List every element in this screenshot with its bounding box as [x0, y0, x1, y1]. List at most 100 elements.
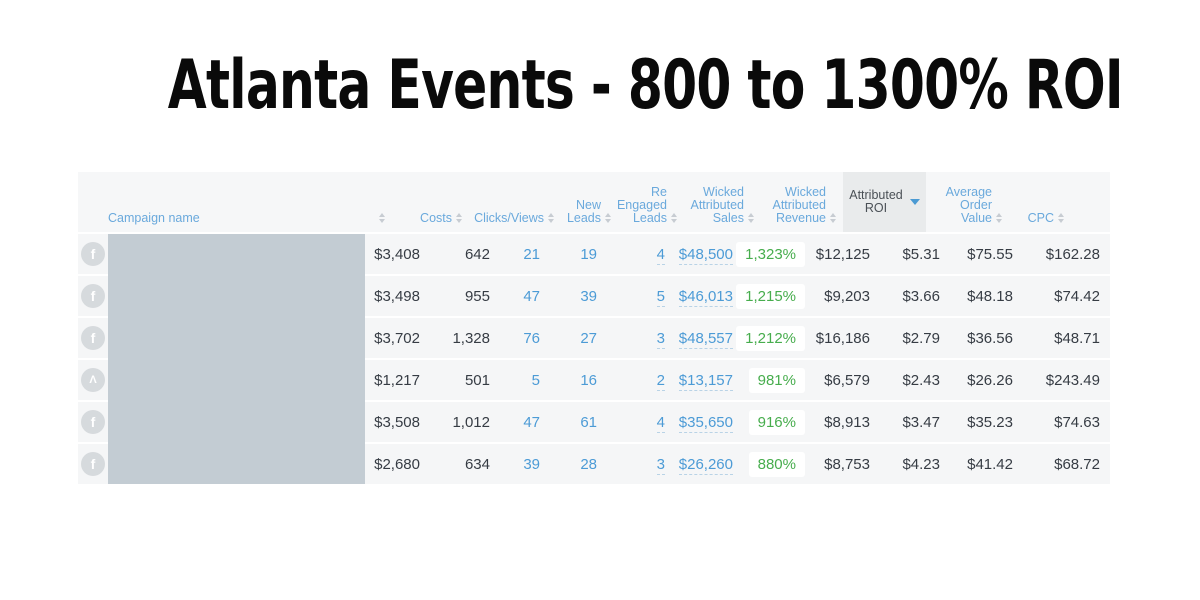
facebook-icon: f [81, 452, 105, 476]
sort-icon[interactable] [548, 213, 554, 223]
facebook-icon: f [81, 326, 105, 350]
re-engaged-leads-cell[interactable]: 28 [580, 455, 597, 473]
metric-cell: $8,753 [824, 455, 870, 473]
column-header-label: Clicks/Views [474, 211, 544, 225]
column-header-label: Re Engaged Leads [616, 185, 667, 225]
metric-cell: $2.43 [902, 371, 940, 389]
metric-cell: $3.66 [902, 287, 940, 305]
metric-cell: $162.28 [1045, 245, 1100, 263]
ad-platform-caret-icon: Λ [81, 368, 105, 392]
clicks-views-cell: 642 [464, 245, 490, 263]
chevron-down-icon[interactable] [909, 199, 920, 205]
sales-count-cell[interactable]: 4 [656, 413, 665, 433]
re-engaged-leads-cell[interactable]: 61 [580, 413, 597, 431]
redacted-campaign-names [108, 234, 365, 484]
column-header-label: Attributed ROI [849, 188, 903, 215]
costs-cell: $3,498 [374, 287, 420, 305]
column-header-new-leads[interactable]: New Leads [567, 199, 611, 225]
metric-cell: $2.79 [902, 329, 940, 347]
source-icon-cell: f [78, 326, 108, 350]
column-header-label: CPC [1027, 211, 1054, 225]
column-header-label: Campaign name [108, 211, 200, 225]
sales-count-cell[interactable]: 3 [656, 329, 665, 349]
costs-cell: $1,217 [374, 371, 420, 389]
sort-icon[interactable] [456, 213, 462, 223]
clicks-views-cell: 1,328 [452, 329, 490, 347]
metric-cell: $74.42 [1054, 287, 1100, 305]
sort-icon[interactable] [830, 213, 836, 223]
roi-badge: 916% [748, 409, 805, 435]
new-leads-cell[interactable]: 47 [523, 287, 540, 305]
metric-cell: $6,579 [824, 371, 870, 389]
attributed-sales-cell[interactable]: $35,650 [678, 413, 733, 433]
clicks-views-cell: 1,012 [452, 413, 490, 431]
attributed-sales-cell[interactable]: $48,500 [678, 245, 733, 265]
column-header-label: New Leads [566, 198, 601, 225]
column-header-wicked-attributed-sales[interactable]: Wicked Attributed Sales [690, 186, 754, 225]
sort-icon[interactable] [1058, 213, 1064, 223]
metric-cell: $3.47 [902, 413, 940, 431]
metric-cell: $41.42 [967, 455, 1013, 473]
metric-cell: $16,186 [815, 329, 870, 347]
column-header-average-order-value[interactable]: Average Order Value [946, 186, 1002, 225]
attributed-sales-cell[interactable]: $26,260 [678, 455, 733, 475]
sort-icon[interactable] [671, 213, 677, 223]
column-header-re-engaged-leads[interactable]: Re Engaged Leads [617, 186, 677, 225]
re-engaged-leads-cell[interactable]: 16 [580, 371, 597, 389]
sort-icon[interactable] [379, 213, 385, 223]
new-leads-cell[interactable]: 5 [531, 371, 540, 389]
new-leads-cell[interactable]: 47 [523, 413, 540, 431]
metric-cell: $68.72 [1054, 455, 1100, 473]
re-engaged-leads-cell[interactable]: 19 [580, 245, 597, 263]
column-header-label: Costs [420, 211, 452, 225]
metric-cell: $8,913 [824, 413, 870, 431]
facebook-icon: f [81, 242, 105, 266]
metric-cell: $26.26 [967, 371, 1013, 389]
column-header-campaign-name[interactable]: Campaign name [108, 212, 200, 225]
roi-badge: 1,212% [736, 325, 805, 351]
re-engaged-leads-cell[interactable]: 27 [580, 329, 597, 347]
roi-badge: 880% [748, 451, 805, 477]
table-header-row: Campaign name Costs Clicks/Views New Lea… [78, 172, 1110, 234]
costs-cell: $3,702 [374, 329, 420, 347]
attributed-roi-cell: 916% [733, 409, 805, 435]
facebook-icon: f [81, 410, 105, 434]
sales-count-cell[interactable]: 5 [656, 287, 665, 307]
campaign-table: Campaign name Costs Clicks/Views New Lea… [78, 172, 1110, 486]
source-icon-cell: f [78, 284, 108, 308]
source-icon-cell: f [78, 242, 108, 266]
sort-icon[interactable] [605, 213, 611, 223]
sales-count-cell[interactable]: 3 [656, 455, 665, 475]
column-header-label: Wicked Attributed Sales [690, 185, 744, 225]
sort-icon[interactable] [996, 213, 1002, 223]
re-engaged-leads-cell[interactable]: 39 [580, 287, 597, 305]
attributed-sales-cell[interactable]: $48,557 [678, 329, 733, 349]
column-header-label: Wicked Attributed Revenue [772, 185, 826, 225]
clicks-views-cell: 501 [464, 371, 490, 389]
attributed-sales-cell[interactable]: $13,157 [678, 371, 733, 391]
costs-cell: $3,508 [374, 413, 420, 431]
column-header-wicked-attributed-revenue[interactable]: Wicked Attributed Revenue [772, 186, 836, 225]
new-leads-cell[interactable]: 21 [523, 245, 540, 263]
roi-badge: 1,323% [736, 241, 805, 267]
metric-cell: $48.71 [1054, 329, 1100, 347]
sales-count-cell[interactable]: 2 [656, 371, 665, 391]
attributed-sales-cell[interactable]: $46,013 [678, 287, 733, 307]
column-header-cpc[interactable]: CPC [1028, 212, 1064, 225]
roi-badge: 981% [748, 367, 805, 393]
column-header-clicks-views[interactable]: Clicks/Views [474, 212, 554, 225]
new-leads-cell[interactable]: 76 [523, 329, 540, 347]
sales-count-cell[interactable]: 4 [656, 245, 665, 265]
metric-cell: $48.18 [967, 287, 1013, 305]
new-leads-cell[interactable]: 39 [523, 455, 540, 473]
sort-icon[interactable] [748, 213, 754, 223]
metric-cell: $12,125 [815, 245, 870, 263]
source-icon-cell: f [78, 410, 108, 434]
metric-cell: $74.63 [1054, 413, 1100, 431]
column-header-costs[interactable]: Costs [420, 212, 462, 225]
roi-badge: 1,215% [736, 283, 805, 309]
attributed-roi-cell: 1,215% [733, 283, 805, 309]
column-header-attributed-roi-selected[interactable]: Attributed ROI [843, 172, 926, 232]
sort-icon-campaign-name[interactable] [379, 213, 385, 225]
metric-cell: $243.49 [1045, 371, 1100, 389]
